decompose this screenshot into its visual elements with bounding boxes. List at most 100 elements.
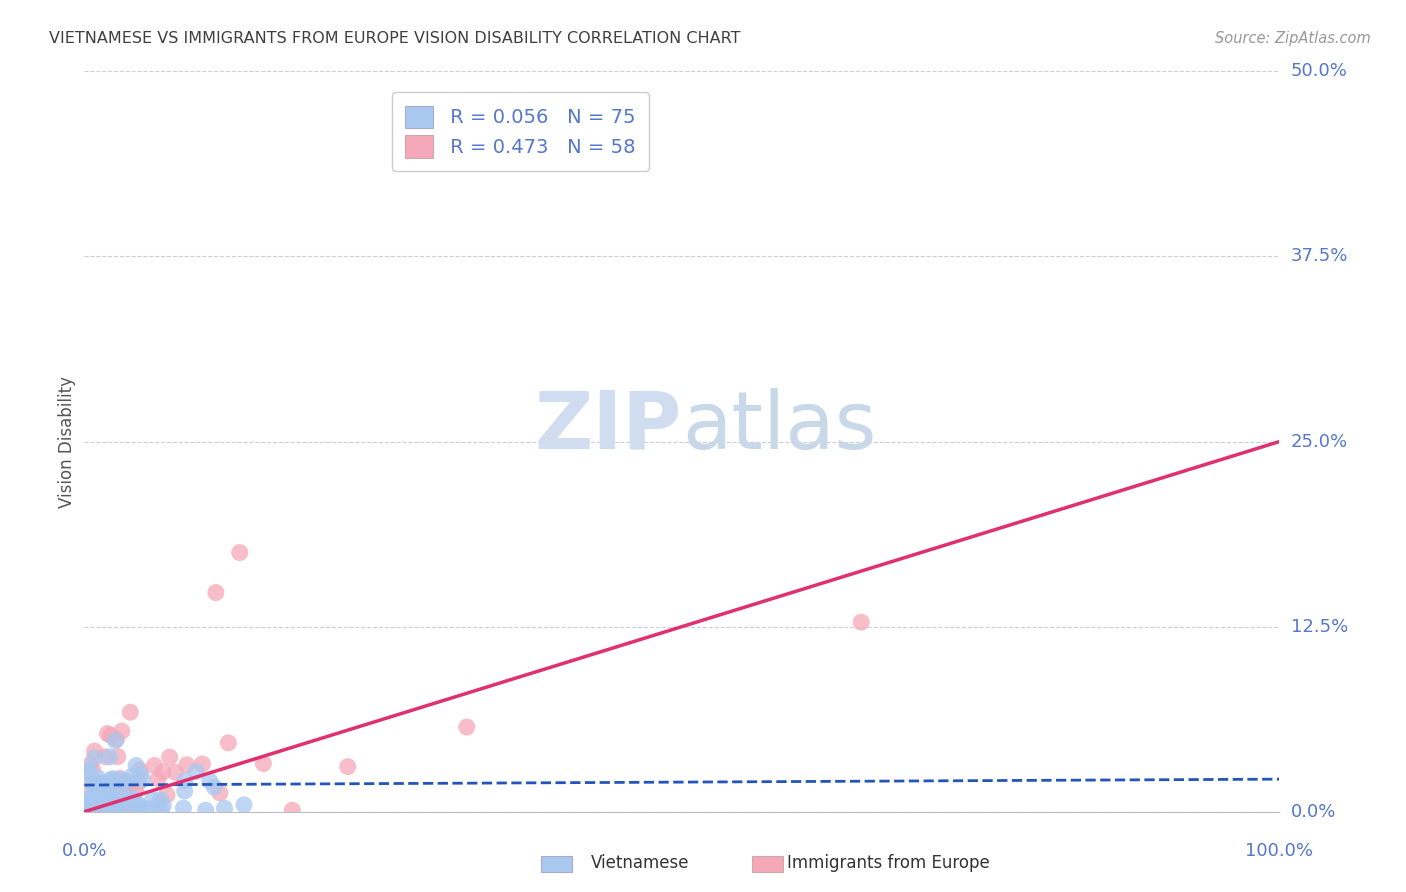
Point	[851, 615, 873, 630]
Point	[121, 769, 143, 783]
Text: VIETNAMESE VS IMMIGRANTS FROM EUROPE VISION DISABILITY CORRELATION CHART: VIETNAMESE VS IMMIGRANTS FROM EUROPE VIS…	[49, 31, 741, 46]
Point	[128, 763, 150, 777]
Point	[100, 803, 122, 817]
Point	[89, 789, 111, 804]
Point	[146, 797, 169, 812]
Text: atlas: atlas	[682, 388, 876, 466]
Point	[129, 802, 152, 816]
Point	[89, 803, 111, 817]
Point	[82, 801, 104, 815]
Point	[100, 787, 122, 801]
Point	[77, 803, 100, 817]
Point	[87, 783, 110, 797]
Point	[90, 803, 112, 817]
Point	[194, 803, 217, 817]
Point	[97, 790, 120, 805]
Point	[76, 763, 98, 777]
Point	[79, 794, 101, 808]
Point	[122, 793, 145, 807]
Point	[111, 792, 134, 806]
Legend:  R = 0.056   N = 75,  R = 0.473   N = 58: R = 0.056 N = 75, R = 0.473 N = 58	[392, 92, 650, 171]
Point	[172, 801, 194, 815]
Point	[204, 780, 226, 795]
Point	[96, 798, 118, 813]
Point	[100, 803, 122, 817]
Point	[89, 796, 111, 810]
Point	[93, 784, 115, 798]
Point	[214, 801, 236, 815]
Point	[112, 803, 135, 817]
Point	[77, 803, 100, 817]
Point	[127, 797, 149, 812]
Point	[93, 777, 115, 791]
Point	[120, 794, 142, 808]
Text: 0.0%: 0.0%	[62, 842, 107, 860]
Point	[76, 777, 98, 791]
Point	[104, 800, 127, 814]
Point	[229, 546, 252, 560]
Point	[150, 803, 173, 817]
Point	[165, 765, 187, 780]
Point	[152, 764, 174, 779]
Point	[336, 759, 359, 773]
Point	[87, 802, 110, 816]
Point	[96, 789, 118, 803]
Point	[281, 803, 304, 817]
Point	[111, 724, 134, 739]
Point	[76, 803, 98, 817]
Point	[135, 803, 157, 817]
Point	[456, 720, 478, 734]
Point	[149, 793, 172, 807]
Point	[115, 774, 138, 789]
Y-axis label: Vision Disability: Vision Disability	[58, 376, 76, 508]
Point	[100, 728, 122, 742]
Point	[127, 800, 149, 814]
Point	[159, 750, 181, 764]
Text: 25.0%: 25.0%	[1291, 433, 1348, 450]
Point	[252, 756, 274, 771]
Point	[98, 797, 121, 811]
Point	[146, 772, 169, 786]
Point	[205, 585, 228, 599]
Point	[79, 803, 101, 817]
Point	[108, 772, 131, 786]
Point	[96, 803, 118, 817]
Point	[93, 794, 115, 808]
Point	[89, 783, 111, 797]
Point	[107, 802, 129, 816]
Point	[208, 786, 231, 800]
Point	[191, 756, 214, 771]
Point	[111, 772, 134, 787]
Text: Vietnamese: Vietnamese	[591, 855, 689, 872]
Point	[98, 803, 121, 817]
Point	[217, 736, 239, 750]
Point	[82, 763, 104, 777]
Point	[107, 749, 129, 764]
Point	[105, 732, 128, 747]
Point	[104, 803, 127, 817]
Point	[97, 797, 120, 811]
Point	[115, 776, 138, 790]
Point	[77, 764, 100, 779]
Point	[79, 803, 101, 817]
Point	[96, 780, 118, 794]
Point	[86, 776, 108, 790]
Point	[75, 801, 97, 815]
Point	[84, 803, 107, 817]
Point	[84, 780, 107, 795]
Point	[84, 789, 107, 804]
Point	[233, 797, 256, 812]
Point	[105, 786, 128, 800]
Point	[186, 764, 208, 779]
Point	[103, 774, 125, 789]
Point	[75, 798, 97, 813]
Point	[105, 801, 128, 815]
Point	[104, 796, 127, 810]
Point	[125, 758, 148, 772]
Text: 0.0%: 0.0%	[1291, 803, 1336, 821]
Point	[86, 803, 108, 817]
Point	[129, 767, 152, 781]
Point	[110, 778, 132, 792]
Point	[82, 775, 104, 789]
Point	[152, 798, 174, 813]
